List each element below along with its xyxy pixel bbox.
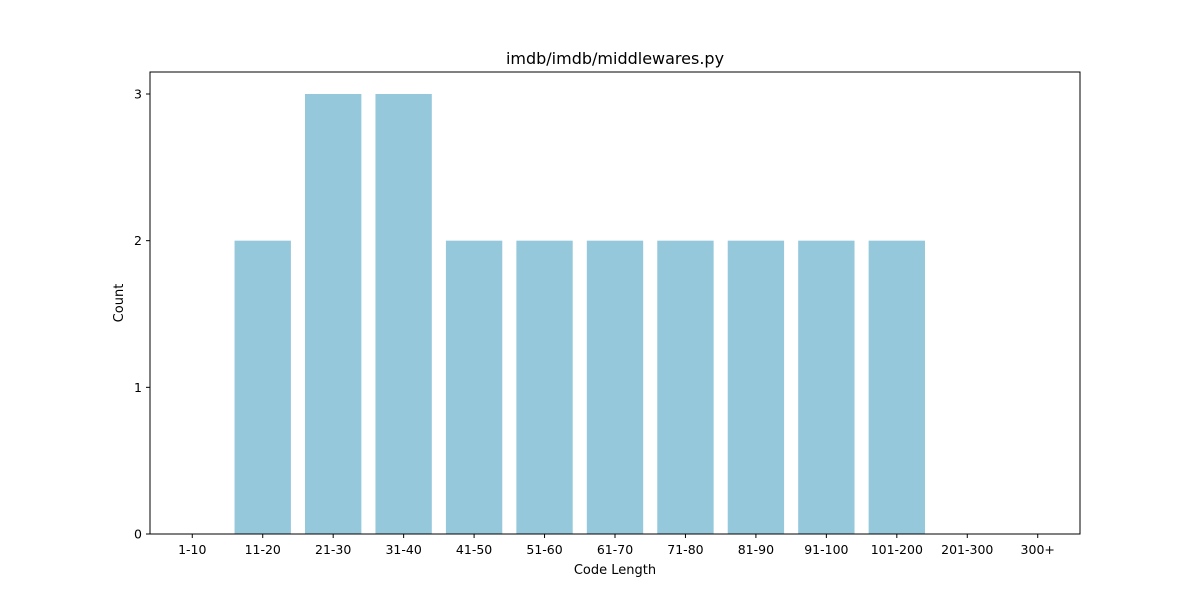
bar-71-80	[657, 240, 714, 535]
y-tick-label: 3	[134, 87, 142, 102]
x-tick-label: 91-100	[804, 542, 848, 557]
y-tick-label: 1	[134, 380, 142, 395]
y-axis: 0 1 2 3	[134, 87, 150, 542]
bar-31-40	[375, 94, 432, 534]
x-tick-label: 201-300	[941, 542, 993, 557]
bar-61-70	[586, 240, 644, 535]
bar-11-20	[234, 240, 291, 535]
bar-51-60	[516, 240, 573, 535]
x-tick-label: 61-70	[597, 542, 633, 557]
bar-41-50	[445, 240, 503, 535]
x-axis: 1-10 11-20 21-30 31-40 41-50 51-60 61-70 71-80 8…	[178, 534, 1055, 557]
chart-title: imdb/imdb/middlewares.py	[506, 49, 724, 68]
bars-group	[234, 94, 925, 535]
y-tick-label: 2	[134, 233, 142, 248]
bar-81-90	[727, 240, 785, 535]
bar-91-100	[798, 240, 855, 535]
x-tick-label: 11-20	[245, 542, 281, 557]
bar-101-200	[868, 240, 925, 535]
x-tick-label: 21-30	[315, 542, 351, 557]
y-axis-label: Count	[112, 284, 127, 323]
x-tick-label: 71-80	[667, 542, 703, 557]
x-tick-label: 41-50	[456, 542, 492, 557]
y-tick-label: 0	[134, 527, 142, 542]
bar-21-30	[305, 94, 362, 534]
x-tick-label: 51-60	[526, 542, 562, 557]
x-axis-label: Code Length	[574, 563, 656, 578]
x-tick-label: 101-200	[871, 542, 923, 557]
x-tick-label: 300+	[1021, 542, 1055, 557]
x-tick-label: 81-90	[738, 542, 774, 557]
x-tick-label: 31-40	[385, 542, 421, 557]
x-tick-label: 1-10	[178, 542, 206, 557]
